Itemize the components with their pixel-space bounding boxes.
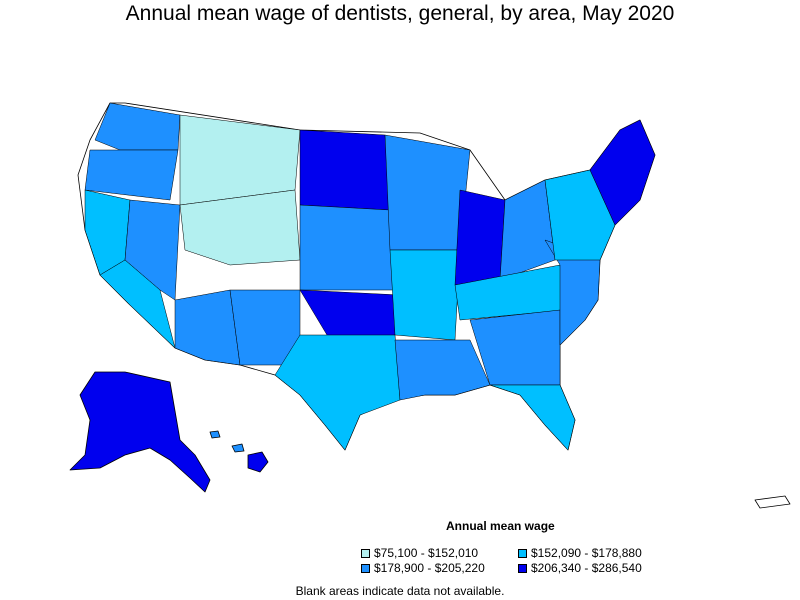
region-florida [490, 385, 575, 450]
legend-label: $152,090 - $178,880 [531, 546, 642, 560]
hawaii-island-maui [232, 444, 244, 452]
legend-label: $75,100 - $152,010 [374, 546, 478, 560]
legend-item-206340: $206,340 - $286,540 [518, 561, 642, 575]
legend-item-75100: $75,100 - $152,010 [361, 546, 478, 560]
region-illinois-indiana [455, 190, 505, 285]
puerto-rico-outline [755, 496, 790, 508]
footnote: Blank areas indicate data not available. [0, 584, 800, 598]
legend-swatch [361, 564, 370, 573]
legend-item-178900: $178,900 - $205,220 [361, 561, 485, 575]
legend-title: Annual mean wage [446, 519, 555, 533]
region-dakotas [300, 130, 390, 210]
legend-swatch [518, 564, 527, 573]
legend-label: $178,900 - $205,220 [374, 561, 485, 575]
hawaii-island-oahu [210, 431, 220, 438]
legend-swatch [361, 549, 370, 558]
legend-item-152090: $152,090 - $178,880 [518, 546, 642, 560]
legend-swatch [518, 549, 527, 558]
region-texas [275, 335, 400, 450]
legend-label: $206,340 - $286,540 [531, 561, 642, 575]
region-minnesota-iowa [385, 135, 470, 250]
hawaii-island-big [248, 452, 268, 472]
alaska-outline [70, 372, 210, 492]
region-arizona [175, 290, 240, 365]
region-missouri-arkansas [390, 250, 460, 340]
region-nebraska-kansas [300, 205, 395, 290]
